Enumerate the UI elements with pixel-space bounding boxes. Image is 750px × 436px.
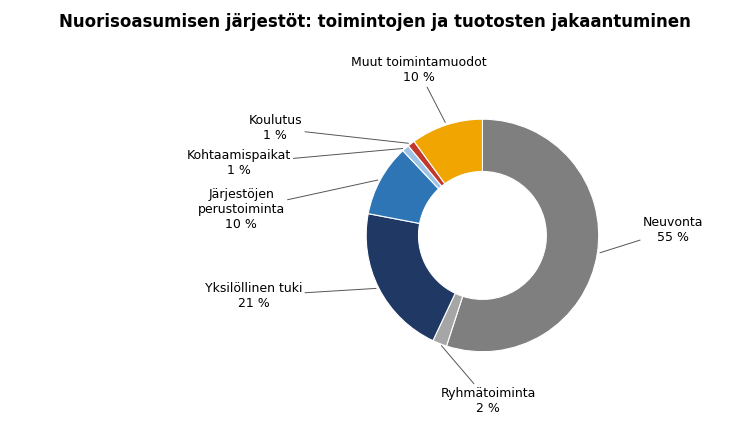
Text: Yksilöllinen tuki
21 %: Yksilöllinen tuki 21 % <box>205 282 376 310</box>
Text: Ryhmätoiminta
2 %: Ryhmätoiminta 2 % <box>440 346 536 415</box>
Wedge shape <box>366 214 455 341</box>
Text: Nuorisoasumisen järjestöt: toimintojen ja tuotosten jakaantuminen: Nuorisoasumisen järjestöt: toimintojen j… <box>59 13 691 31</box>
Text: Neuvonta
55 %: Neuvonta 55 % <box>600 216 703 253</box>
Text: Järjestöjen
perustoiminta
10 %: Järjestöjen perustoiminta 10 % <box>197 180 378 232</box>
Text: Kohtaamispaikat
1 %: Kohtaamispaikat 1 % <box>186 149 403 177</box>
Wedge shape <box>408 141 445 186</box>
Wedge shape <box>403 146 442 189</box>
Wedge shape <box>414 119 482 184</box>
Text: Koulutus
1 %: Koulutus 1 % <box>248 115 409 143</box>
Wedge shape <box>433 293 463 346</box>
Wedge shape <box>368 151 439 224</box>
Text: Muut toimintamuodot
10 %: Muut toimintamuodot 10 % <box>351 56 486 123</box>
Wedge shape <box>446 119 598 352</box>
